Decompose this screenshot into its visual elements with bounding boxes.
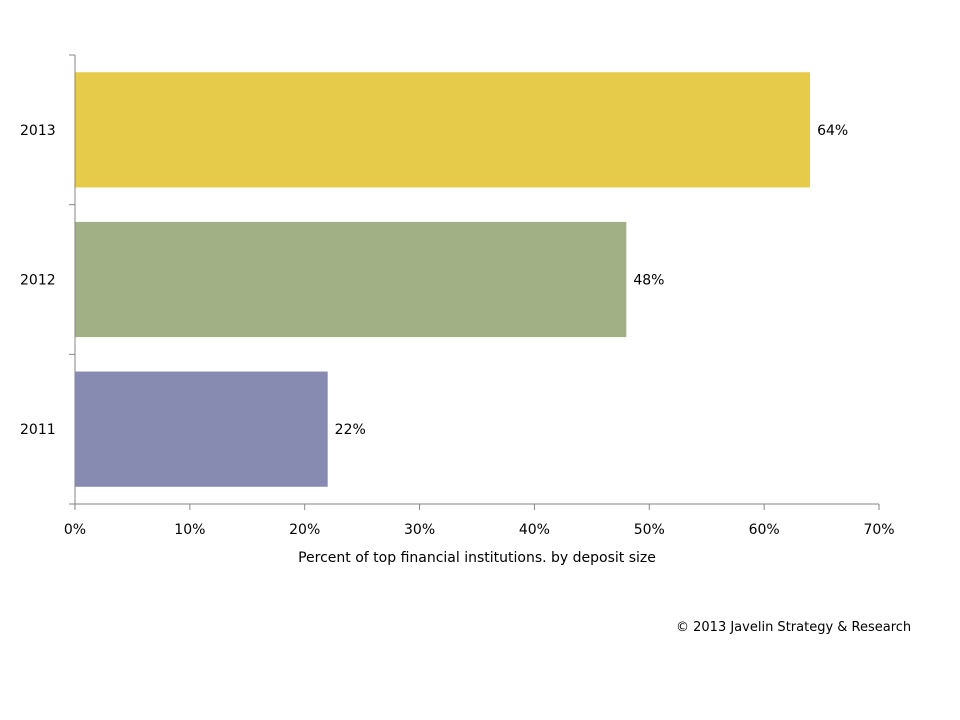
- x-axis-label: Percent of top financial institutions. b…: [298, 550, 656, 566]
- data-label-2012: 48%: [633, 273, 664, 289]
- x-tick-label: 40%: [519, 522, 550, 538]
- x-tick-label: 10%: [174, 522, 205, 538]
- y-tick-label-2012: 2012: [20, 273, 56, 289]
- data-label-2011: 22%: [335, 422, 366, 438]
- x-tick-label: 0%: [64, 522, 86, 538]
- y-tick-label-2013: 2013: [20, 123, 56, 139]
- bar-2011: [75, 371, 328, 487]
- copyright-text: © 2013 Javelin Strategy & Research: [676, 620, 912, 635]
- bar-2012: [75, 221, 627, 338]
- x-tick-label: 50%: [634, 522, 665, 538]
- y-tick-label-2011: 2011: [20, 422, 56, 438]
- x-tick-label: 30%: [404, 522, 435, 538]
- bar-2013: [75, 72, 811, 188]
- x-tick-label: 70%: [863, 522, 894, 538]
- x-tick-label: 60%: [749, 522, 780, 538]
- x-tick-label: 20%: [289, 522, 320, 538]
- data-label-2013: 64%: [817, 123, 848, 139]
